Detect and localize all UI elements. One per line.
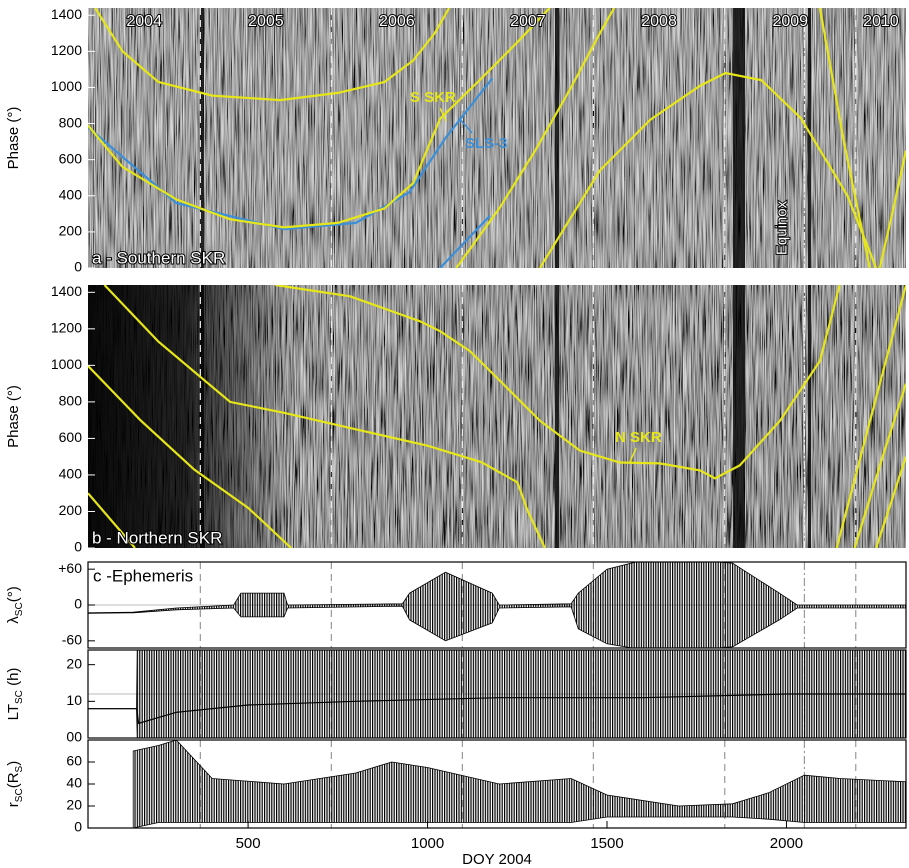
data-gap	[555, 8, 559, 268]
y-axis-label-part: LT	[5, 704, 22, 720]
phase-curve	[275, 285, 841, 480]
y-axis-label: LTSC (h)	[5, 668, 25, 721]
y-tick-label: 0	[74, 539, 82, 555]
plot-area	[132, 740, 906, 828]
plot-area	[88, 562, 906, 648]
x-tick-label: 2000	[770, 835, 803, 852]
y-axis-label-part: SC	[14, 788, 25, 802]
year-label: 2010	[863, 13, 899, 30]
phase-curve	[88, 77, 494, 268]
equinox-label: Equinox	[773, 200, 790, 255]
y-tick-label: 10	[66, 692, 82, 708]
phase-curve	[88, 8, 551, 229]
y-tick-label: 0	[74, 819, 82, 835]
ephemeris-envelope	[132, 740, 906, 828]
ephemeris-envelope	[88, 650, 906, 738]
y-tick-label: 1400	[51, 6, 82, 22]
year-label: 2005	[248, 13, 284, 30]
phase-curve	[878, 150, 906, 268]
y-tick-label: 0	[74, 259, 82, 275]
phase-curve	[538, 71, 878, 268]
panel-label: b - Northern SKR	[92, 528, 222, 547]
y-tick-label: 400	[59, 466, 83, 482]
y-tick-label: 200	[59, 502, 83, 518]
data-gap	[733, 285, 745, 548]
y-tick-label: 20	[66, 655, 82, 671]
panel-label: c -Ephemeris	[93, 566, 193, 585]
y-tick-label: 800	[59, 114, 83, 130]
y-axis-label: rSC(RS)	[5, 761, 25, 807]
y-tick-label: 1200	[51, 42, 82, 58]
plot-area	[88, 285, 906, 548]
data-gap	[88, 285, 906, 548]
y-tick-label: 1400	[51, 283, 82, 299]
y-axis-label-part: λ	[5, 616, 22, 624]
y-axis-label: Phase (°)	[5, 107, 22, 170]
y-tick-label: 800	[59, 393, 83, 409]
y-tick-label: 1000	[51, 78, 82, 94]
phase-curve	[818, 8, 871, 268]
year-label: 2009	[772, 13, 808, 30]
phase-curve	[94, 8, 451, 102]
phase-curve	[88, 365, 292, 548]
y-tick-label: 1200	[51, 320, 82, 336]
phase-curve	[455, 8, 616, 268]
y-tick-label: 600	[59, 150, 83, 166]
y-axis-label-part: (h)	[5, 668, 22, 691]
y-axis-label-part: (R	[5, 772, 22, 788]
annotation: SLS-3	[465, 135, 508, 152]
y-tick-label: -60	[62, 632, 82, 648]
data-gap	[555, 285, 559, 548]
plot-area	[88, 8, 906, 268]
spectrogram-noise	[88, 8, 906, 268]
annotation: N SKR	[615, 429, 662, 446]
data-gap	[200, 285, 204, 548]
plot-area	[88, 650, 906, 738]
data-gap	[808, 285, 811, 548]
phase-curve	[875, 456, 906, 548]
data-gap	[733, 8, 745, 268]
y-tick-label: +60	[58, 560, 82, 576]
year-label: 2008	[641, 13, 677, 30]
y-tick-label: 00	[66, 729, 82, 745]
ephemeris-envelope	[88, 562, 906, 648]
ephemeris-line	[88, 693, 906, 725]
phase-curve	[88, 492, 136, 548]
y-axis-label: Phase (°)	[5, 385, 22, 448]
year-label: 2004	[126, 13, 162, 30]
annotation-leader	[439, 107, 447, 122]
y-tick-label: 60	[66, 753, 82, 769]
annotation-leader	[629, 447, 637, 463]
y-axis-label-part: )	[5, 761, 22, 766]
y-tick-label: 400	[59, 186, 83, 202]
annotation-leader	[458, 117, 473, 134]
y-tick-label: 200	[59, 223, 83, 239]
y-axis-label-part: (°)	[5, 586, 22, 602]
x-tick-label: 500	[236, 835, 261, 852]
year-label: 2006	[379, 13, 415, 30]
x-axis-label: DOY 2004	[462, 851, 532, 868]
y-axis-label-part: SC	[14, 602, 25, 616]
y-axis-label: λSC(°)	[5, 586, 25, 623]
y-tick-label: 20	[66, 797, 82, 813]
phase-curve	[835, 285, 906, 548]
phase-curve	[103, 285, 546, 548]
data-gap	[200, 8, 204, 268]
data-gap	[808, 8, 811, 268]
y-tick-label: 1000	[51, 356, 82, 372]
y-axis-label-part: SC	[14, 690, 25, 704]
y-tick-label: 40	[66, 775, 82, 791]
panel-label: a - Southern SKR	[92, 248, 225, 267]
y-axis-label-part: r	[5, 802, 22, 807]
x-tick-label: 1000	[411, 835, 444, 852]
x-tick-label: 1500	[590, 835, 623, 852]
y-axis-label-part: S	[14, 765, 25, 772]
y-tick-label: 0	[74, 596, 82, 612]
annotation: S SKR	[410, 89, 456, 106]
year-label: 2007	[510, 13, 546, 30]
y-tick-label: 600	[59, 429, 83, 445]
panel-frame	[87, 649, 907, 739]
phase-curve	[853, 383, 906, 548]
